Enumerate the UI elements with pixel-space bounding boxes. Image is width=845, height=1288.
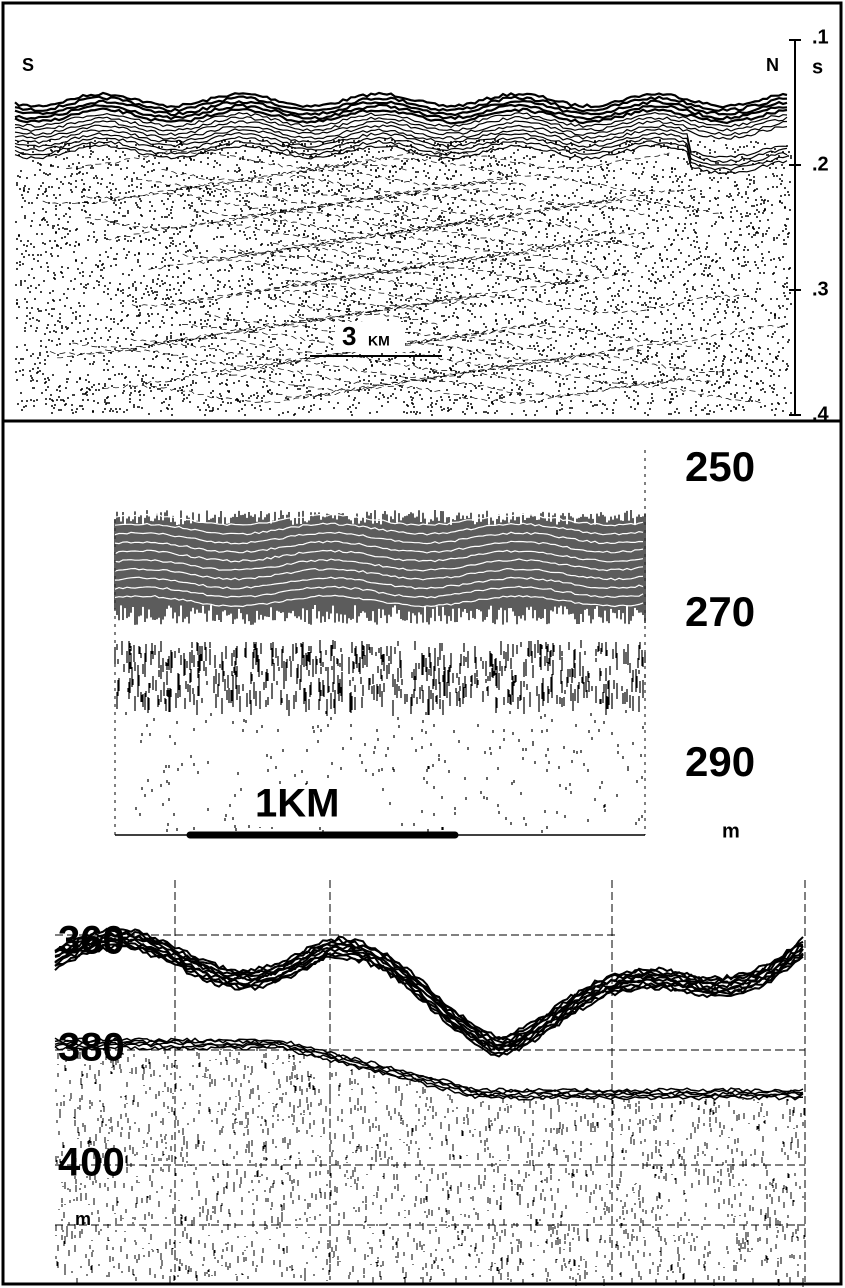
texture-stroke (204, 306, 429, 326)
texture-stroke (54, 1045, 804, 1101)
direction-label: S (22, 55, 34, 75)
texture-stroke (114, 585, 644, 599)
texture-stroke (14, 95, 788, 113)
texture-stroke (114, 513, 644, 527)
texture-stroke (182, 240, 651, 260)
texture-stroke (15, 139, 792, 416)
texture-stroke (14, 99, 788, 117)
texture-stroke (85, 210, 474, 230)
axis-label: .4 (812, 403, 830, 425)
depth-unit: m (722, 820, 740, 842)
texture-stroke (281, 318, 546, 338)
depth-label: 380 (58, 1026, 125, 1070)
texture-stroke (66, 150, 671, 170)
depth-label: 250 (685, 443, 755, 490)
axis-label: .3 (812, 278, 829, 300)
texture-stroke (241, 252, 598, 272)
label-backing (335, 322, 405, 352)
texture-stroke (267, 378, 712, 398)
texture (14, 91, 792, 835)
texture-stroke (54, 945, 804, 1058)
depth-label: 270 (685, 588, 755, 635)
depth-label: 360 (58, 919, 125, 963)
texture-stroke (285, 264, 634, 284)
texture-stroke (130, 324, 783, 344)
texture-stroke (143, 342, 692, 362)
texture-stroke (54, 937, 804, 1050)
axis-unit: s (812, 56, 823, 78)
texture-stroke (14, 119, 788, 137)
axis-label: .2 (812, 153, 829, 175)
texture-stroke (114, 558, 644, 572)
texture (54, 880, 806, 1287)
texture-stroke (54, 1041, 804, 1097)
depth-unit: m (75, 1209, 91, 1229)
texture-stroke (225, 354, 727, 374)
texture-stroke (14, 103, 788, 121)
texture-stroke (114, 450, 646, 835)
texture-stroke (114, 522, 644, 536)
texture-stroke (289, 300, 474, 320)
texture-stroke (14, 111, 788, 128)
texture-stroke (42, 186, 619, 206)
texture-stroke (14, 91, 788, 109)
depth-label: 400 (58, 1141, 125, 1185)
texture-stroke (221, 372, 534, 391)
texture-stroke (270, 294, 751, 314)
scale-label: 1KM (255, 782, 339, 826)
texture-stroke (235, 276, 460, 296)
texture-stroke (291, 270, 436, 288)
texture-stroke (276, 360, 629, 379)
label-backing (250, 785, 370, 827)
texture-stroke (300, 156, 505, 175)
texture-stroke (14, 124, 788, 140)
texture-stroke (131, 288, 484, 308)
texture-stroke (114, 640, 646, 833)
texture-stroke (72, 330, 553, 350)
texture-stroke (114, 540, 644, 554)
texture-stroke (14, 131, 788, 164)
texture-stroke (14, 115, 788, 132)
texture-stroke (114, 549, 644, 563)
texture-stroke (145, 366, 691, 386)
texture-stroke (136, 168, 513, 188)
axis-label: .1 (812, 26, 829, 48)
texture-stroke (54, 1039, 804, 1095)
texture-stroke (54, 929, 804, 1041)
texture-stroke (213, 204, 650, 224)
texture-stroke (114, 567, 644, 581)
texture-stroke (49, 336, 534, 356)
texture-stroke (14, 143, 788, 175)
texture-stroke (54, 1043, 804, 1099)
texture-stroke (14, 135, 788, 167)
scale-number: 3 (342, 321, 356, 351)
texture-stroke (272, 228, 561, 248)
texture-stroke (55, 880, 806, 1280)
texture-stroke (167, 192, 648, 212)
texture-stroke (219, 234, 596, 254)
texture-stroke (289, 174, 698, 194)
scale-unit: KM (368, 333, 390, 349)
texture-stroke (103, 384, 764, 404)
texture-stroke (114, 576, 644, 590)
texture-stroke (14, 139, 788, 171)
texture-stroke (14, 128, 788, 159)
texture-stroke (114, 531, 644, 545)
texture-stroke (14, 107, 788, 125)
texture-stroke (114, 594, 644, 608)
texture-stroke (182, 312, 439, 332)
texture-stroke (161, 163, 410, 181)
direction-label: N (766, 55, 779, 75)
depth-label: 290 (685, 738, 755, 785)
texture-stroke (55, 1048, 806, 1287)
texture-stroke (86, 180, 527, 200)
